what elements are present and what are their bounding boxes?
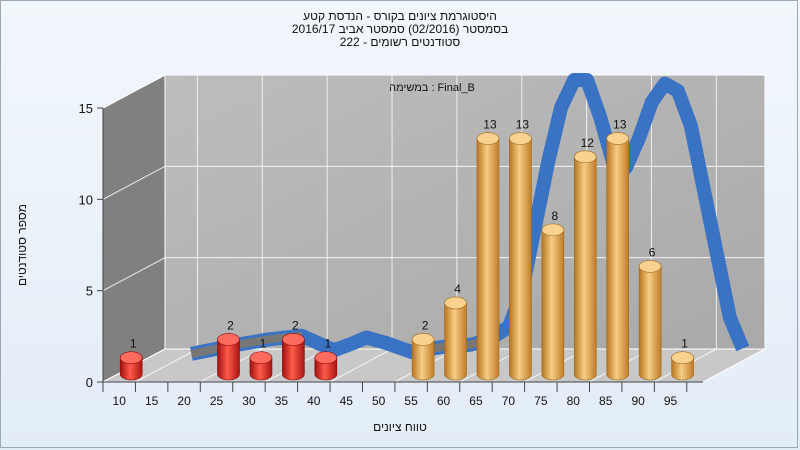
bar-80: [573, 156, 597, 381]
bar-top-35: [282, 333, 305, 346]
x-tick-label-90: 90: [631, 394, 645, 408]
x-tick-label-30: 30: [242, 394, 256, 408]
y-tick-label-0: 0: [86, 375, 93, 390]
bar-top-80: [573, 150, 597, 164]
x-axis-label: טווח ציונים: [373, 420, 427, 434]
bar-25: [217, 339, 240, 381]
bar-top-30: [249, 351, 273, 365]
bar-40: [314, 357, 338, 381]
bar-65: [476, 138, 500, 381]
x-tick-label-75: 75: [534, 394, 548, 408]
x-tick-label-80: 80: [567, 394, 581, 408]
bar-top-75: [541, 223, 565, 237]
x-tick-label-10: 10: [113, 394, 127, 408]
bar-55: [411, 339, 435, 381]
bar-value-label-75: 8: [551, 209, 558, 223]
x-tick-label-35: 35: [275, 394, 289, 408]
bar-90: [638, 266, 662, 381]
bar-top-55: [411, 333, 435, 346]
x-tick-label-65: 65: [469, 394, 483, 408]
bar-85: [606, 138, 630, 381]
x-tick-label-95: 95: [664, 394, 678, 408]
bar-value-label-60: 4: [454, 282, 461, 296]
floor-grid-line: [135, 348, 198, 383]
x-tick-label-60: 60: [437, 394, 451, 408]
bar-value-label-40: 1: [324, 337, 331, 351]
bar-value-label-30: 1: [260, 337, 267, 351]
bar-top-95: [671, 351, 694, 365]
chart-subtitle-registered: סטודנטים רשומים - 222: [339, 35, 461, 49]
x-tick-label-70: 70: [502, 394, 516, 408]
task-label: במשימה : Final_B: [389, 82, 475, 94]
bar-value-label-80: 12: [581, 136, 595, 150]
bar-value-label-65: 13: [483, 118, 497, 132]
bar-value-label-35: 2: [292, 318, 299, 332]
bar-value-label-10: 1: [130, 337, 137, 351]
y-tick-label-1: 5: [86, 284, 93, 299]
floor-grid-line: [329, 348, 393, 383]
chart-title-block: היסטוגרמת ציונים בקורס - הנדסת קטע בסמסט…: [0, 10, 800, 49]
bar-95: [671, 357, 694, 381]
bar-top-85: [606, 132, 630, 145]
distribution-curve: [190, 73, 750, 361]
bar-top-10: [119, 351, 143, 365]
y-tick-label-3: 15: [79, 101, 93, 116]
x-tick-label-40: 40: [307, 394, 321, 408]
bar-value-label-90: 6: [649, 245, 656, 259]
bar-top-25: [217, 333, 240, 346]
bar-top-65: [476, 132, 500, 145]
bar-value-label-25: 2: [227, 318, 234, 332]
y-axis-label: מספר סטודנטים: [15, 203, 29, 287]
y-tick-label-2: 10: [79, 192, 93, 207]
chart-subtitle-semester: בסמסטר (02/2016) סמסטר אביב 2016/17: [291, 22, 509, 36]
bar-top-60: [444, 296, 467, 310]
x-tick-label-15: 15: [145, 394, 159, 408]
bar-top-40: [314, 351, 338, 365]
x-tick-label-45: 45: [340, 394, 354, 408]
x-tick-label-20: 20: [177, 394, 191, 408]
bar-75: [541, 229, 565, 381]
bar-value-label-85: 13: [613, 118, 627, 132]
bar-60: [444, 302, 467, 381]
bar-top-70: [509, 132, 532, 145]
bar-35: [282, 339, 305, 381]
bar-10: [119, 357, 143, 381]
bar-70: [509, 138, 532, 381]
bar-30: [249, 357, 273, 381]
bar-value-label-95: 1: [681, 337, 688, 351]
chart-title: היסטוגרמת ציונים בקורס - הנדסת קטע: [303, 9, 497, 23]
gridline-3: [102, 74, 765, 109]
x-tick-label-25: 25: [210, 394, 224, 408]
bar-value-label-70: 13: [516, 118, 530, 132]
bar-top-90: [638, 260, 662, 273]
x-tick-label-55: 55: [404, 394, 418, 408]
gridline-2: [102, 165, 765, 200]
gridline-1: [102, 257, 765, 292]
bar-value-label-55: 2: [422, 318, 429, 332]
x-tick-label-50: 50: [372, 394, 386, 408]
x-tick-label-85: 85: [599, 394, 613, 408]
